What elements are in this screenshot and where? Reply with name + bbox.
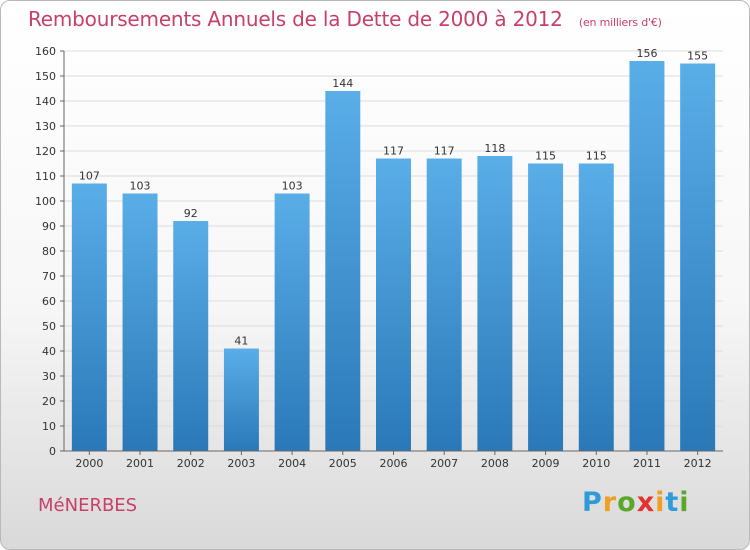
data-label-2005: 144 — [332, 77, 353, 90]
x-tick-label: 2012 — [684, 457, 712, 470]
bar-2008 — [477, 156, 513, 451]
x-tick-label: 2000 — [75, 457, 103, 470]
logo-letter: t — [665, 487, 680, 518]
bar-2004 — [274, 193, 310, 451]
y-tick-label: 150 — [35, 70, 56, 83]
logo-letter: i — [655, 487, 666, 518]
y-tick-label: 90 — [42, 220, 56, 233]
logo-letter: P — [582, 487, 603, 518]
bar-2002 — [173, 221, 209, 451]
y-tick-label: 10 — [42, 420, 56, 433]
y-tick-label: 110 — [35, 170, 56, 183]
logo-letter: i — [679, 487, 690, 518]
x-tick-label: 2005 — [329, 457, 357, 470]
data-label-2010: 115 — [586, 150, 607, 163]
y-tick-label: 100 — [35, 195, 56, 208]
y-tick-label: 40 — [42, 345, 56, 358]
x-tick-label: 2009 — [532, 457, 560, 470]
logo-letter: x — [636, 487, 656, 518]
bar-2000 — [71, 183, 107, 451]
title-unit: (en milliers d'€) — [578, 16, 662, 29]
x-tick-label: 2006 — [380, 457, 408, 470]
data-label-2011: 156 — [636, 47, 657, 60]
x-tick-label: 2007 — [430, 457, 458, 470]
logo-letter: r — [602, 487, 618, 518]
title-text: Remboursements Annuels de la Dette de 20… — [28, 7, 563, 31]
bar-2012 — [680, 63, 716, 451]
data-label-2007: 117 — [434, 145, 455, 158]
y-tick-label: 30 — [42, 370, 56, 383]
bar-2006 — [376, 158, 411, 451]
data-label-2006: 117 — [383, 145, 404, 158]
data-label-2012: 155 — [687, 50, 708, 63]
x-tick-label: 2001 — [126, 457, 154, 470]
bar-2003 — [223, 348, 259, 451]
logo-letter: o — [617, 487, 637, 518]
y-tick-label: 140 — [35, 95, 56, 108]
y-tick-label: 160 — [35, 45, 56, 58]
bar-2010 — [578, 163, 614, 451]
y-tick-label: 50 — [42, 320, 56, 333]
x-tick-label: 2011 — [633, 457, 661, 470]
y-tick-label: 130 — [35, 120, 56, 133]
x-tick-label: 2002 — [177, 457, 205, 470]
x-tick-label: 2003 — [227, 457, 255, 470]
y-tick-label: 80 — [42, 245, 56, 258]
x-axis: 2000 2001 2002 2003 2004 2005 2006 2007 2008 2009… — [64, 450, 723, 470]
commune-name: MéNERBES — [38, 495, 138, 516]
y-tick-label: 120 — [35, 145, 56, 158]
data-label-2008: 118 — [484, 142, 505, 155]
y-axis: 0 10 20 30 40 50 60 70 80 90 100 110 120 130 140 150 160 — [35, 45, 65, 458]
data-label-2002: 92 — [184, 207, 198, 220]
chart-title: Remboursements Annuels de la Dette de 20… — [28, 7, 662, 31]
bar-2011 — [629, 61, 665, 451]
proxiti-logo[interactable]: Proxiti — [582, 487, 690, 518]
bar-2005 — [325, 91, 361, 451]
data-label-2000: 107 — [79, 170, 100, 183]
x-tick-label: 2008 — [481, 457, 509, 470]
y-tick-label: 0 — [49, 445, 56, 458]
x-tick-label: 2010 — [582, 457, 610, 470]
bar-2009 — [528, 163, 564, 451]
x-tick-label: 2004 — [278, 457, 306, 470]
bars: 107 103 92 41 103 144 117 117 118 115 115 156 155 — [71, 47, 716, 451]
bar-2007 — [426, 158, 462, 451]
bar-2001 — [122, 193, 158, 451]
data-label-2009: 115 — [535, 150, 556, 163]
y-tick-label: 20 — [42, 395, 56, 408]
data-label-2003: 41 — [234, 335, 248, 348]
y-tick-label: 60 — [42, 295, 56, 308]
data-label-2004: 103 — [282, 180, 303, 193]
y-tick-label: 70 — [42, 270, 56, 283]
data-label-2001: 103 — [130, 180, 151, 193]
